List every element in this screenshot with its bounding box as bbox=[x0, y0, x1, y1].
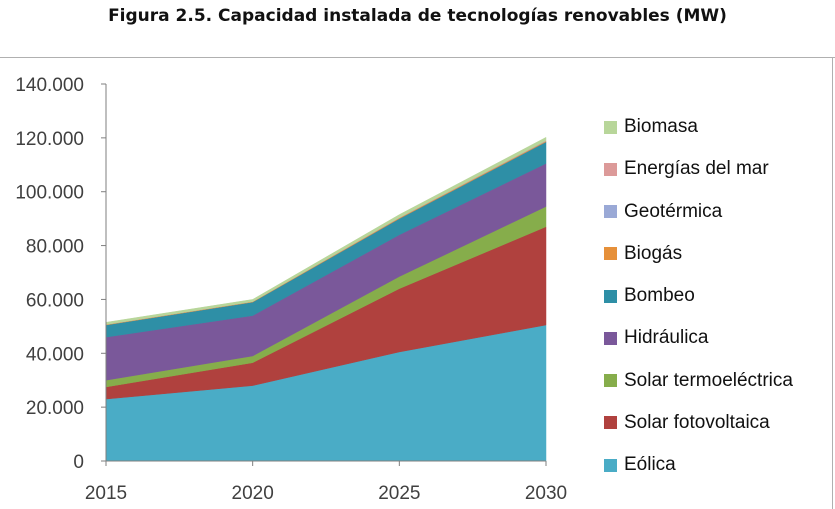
legend-label: Solar fotovoltaica bbox=[624, 411, 770, 433]
legend-label: Solar termoeléctrica bbox=[624, 369, 793, 391]
area-biomasa bbox=[105, 136, 547, 325]
chart-axes: 0 20.000 40.000 60.000 80.000 100.000 120.000 1… bbox=[15, 75, 567, 504]
y-tick-label: 140.000 bbox=[15, 75, 84, 96]
legend-item: Bombeo bbox=[604, 275, 793, 317]
x-tick-label: 2025 bbox=[378, 483, 420, 504]
legend-item: Energías del mar bbox=[604, 148, 793, 190]
legend-swatch bbox=[604, 458, 617, 472]
legend-label: Energías del mar bbox=[624, 158, 769, 180]
legend-item: Solar fotovoltaica bbox=[604, 402, 793, 444]
legend-item: Eólica bbox=[604, 444, 793, 486]
legend-label: Biogás bbox=[624, 242, 683, 264]
y-tick-label: 100.000 bbox=[15, 183, 84, 204]
chart-legend: Biomasa Energías del mar Geotérmica Biogás B… bbox=[604, 106, 793, 486]
x-tick-label: 2015 bbox=[85, 483, 127, 504]
legend-label: Hidráulica bbox=[624, 327, 709, 349]
legend-label: Biomasa bbox=[624, 116, 698, 138]
legend-item: Solar termoeléctrica bbox=[604, 360, 793, 402]
y-tick-label: 60.000 bbox=[26, 290, 84, 311]
x-tick-label: 2020 bbox=[232, 483, 274, 504]
legend-swatch bbox=[604, 205, 617, 219]
legend-item: Biogás bbox=[604, 233, 793, 275]
y-tick-label: 20.000 bbox=[26, 398, 84, 419]
y-tick-label: 120.000 bbox=[15, 129, 84, 150]
legend-item: Geotérmica bbox=[604, 191, 793, 233]
chart-title: Figura 2.5. Capacidad instalada de tecno… bbox=[108, 6, 727, 26]
legend-swatch bbox=[604, 120, 617, 134]
legend-swatch bbox=[604, 162, 617, 176]
x-tick-label: 2030 bbox=[525, 483, 567, 504]
area-series-group bbox=[105, 136, 547, 462]
title-divider bbox=[0, 57, 835, 58]
legend-item: Biomasa bbox=[604, 106, 793, 148]
y-tick-label: 0 bbox=[73, 452, 84, 473]
legend-label: Eólica bbox=[624, 454, 676, 476]
legend-label: Bombeo bbox=[624, 285, 695, 307]
legend-swatch bbox=[604, 331, 617, 345]
frame-right-border bbox=[832, 57, 833, 509]
legend-swatch bbox=[604, 416, 617, 430]
legend-swatch bbox=[604, 374, 617, 388]
y-tick-label: 80.000 bbox=[26, 237, 84, 258]
legend-swatch bbox=[604, 289, 617, 303]
y-tick-label: 40.000 bbox=[26, 344, 84, 365]
legend-swatch bbox=[604, 247, 617, 261]
legend-item: Hidráulica bbox=[604, 317, 793, 359]
legend-label: Geotérmica bbox=[624, 200, 723, 222]
